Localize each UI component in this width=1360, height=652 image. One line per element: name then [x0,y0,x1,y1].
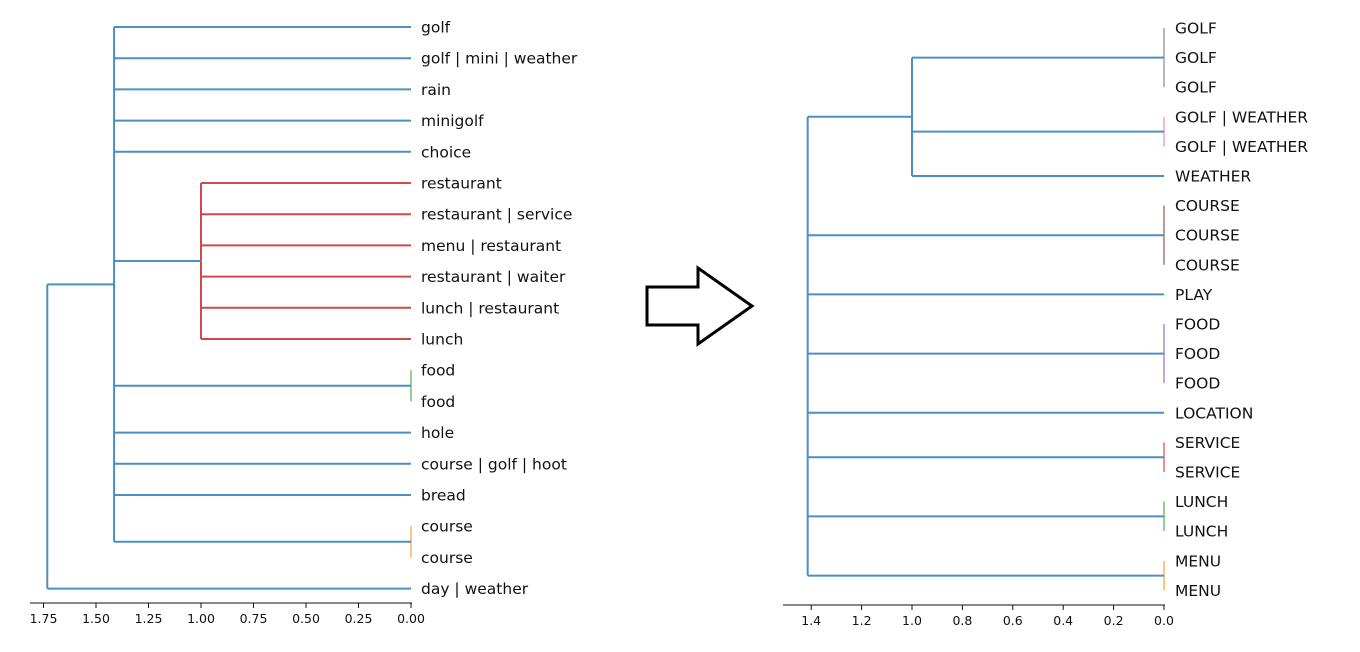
leaf-label: MENU [1175,552,1221,570]
leaf-label: SERVICE [1175,464,1240,482]
leaf-label: day | weather [421,580,529,598]
x-tick-label: 0.00 [397,611,425,626]
leaf-label: FOOD [1175,345,1220,363]
leaf-label: GOLF [1175,20,1217,38]
x-tick-label: 0.75 [240,611,268,626]
x-tick-label: 0.0 [1154,613,1174,628]
leaf-label: course [421,518,473,536]
leaf-label: lunch [421,331,463,349]
leaf-label: COURSE [1175,256,1240,274]
leaf-label: menu | restaurant [421,237,561,255]
leaf-label: restaurant | service [421,206,572,224]
leaf-label: LUNCH [1175,523,1228,541]
leaf-label: GOLF | WEATHER [1175,138,1308,156]
leaf-label: restaurant [421,175,502,193]
leaf-label: golf | mini | weather [421,50,578,68]
leaf-label: WEATHER [1175,168,1251,186]
x-tick-label: 0.8 [952,613,972,628]
leaf-label: restaurant | waiter [421,268,566,286]
leaf-label: SERVICE [1175,434,1240,452]
leaf-label: GOLF [1175,49,1217,67]
x-tick-label: 1.25 [135,611,163,626]
leaf-label: hole [421,424,454,442]
leaf-label: MENU [1175,582,1221,600]
x-tick-label: 1.75 [30,611,58,626]
leaf-label: LOCATION [1175,404,1253,422]
leaf-label: lunch | restaurant [421,299,559,317]
x-tick-label: 0.50 [292,611,320,626]
dendrogram-right: GOLF GOLF GOLF GOLF | WEATHER GOLF | WEATHER… [783,20,1308,628]
leaf-label: food [421,393,455,411]
leaf-label: GOLF [1175,79,1217,97]
leaf-label: golf [421,19,451,37]
leaf-label: rain [421,81,451,99]
x-tick-label: 0.2 [1104,613,1124,628]
leaf-label: FOOD [1175,316,1220,334]
leaf-label: choice [421,143,471,161]
x-tick-label: 1.0 [902,613,922,628]
arrow-right-icon [645,265,755,347]
leaf-label: PLAY [1175,286,1213,304]
x-tick-label: 0.4 [1053,613,1073,628]
dendrogram-left: golf golf | mini | weather rain minigolf cho… [30,19,578,627]
x-tick-label: 1.4 [801,613,821,628]
x-tick-label: 1.2 [852,613,872,628]
leaf-label: GOLF | WEATHER [1175,108,1308,126]
leaf-label: LUNCH [1175,493,1228,511]
leaf-label: bread [421,487,466,505]
x-tick-label: 0.6 [1003,613,1023,628]
leaf-label: course [421,549,473,567]
leaf-label: food [421,362,455,380]
x-tick-label: 0.25 [345,611,373,626]
leaf-label: minigolf [421,112,484,130]
leaf-label: course | golf | hoot [421,455,567,473]
leaf-label: COURSE [1175,227,1240,245]
leaf-label: FOOD [1175,375,1220,393]
x-tick-label: 1.00 [187,611,215,626]
x-tick-label: 1.50 [82,611,110,626]
leaf-label: COURSE [1175,197,1240,215]
